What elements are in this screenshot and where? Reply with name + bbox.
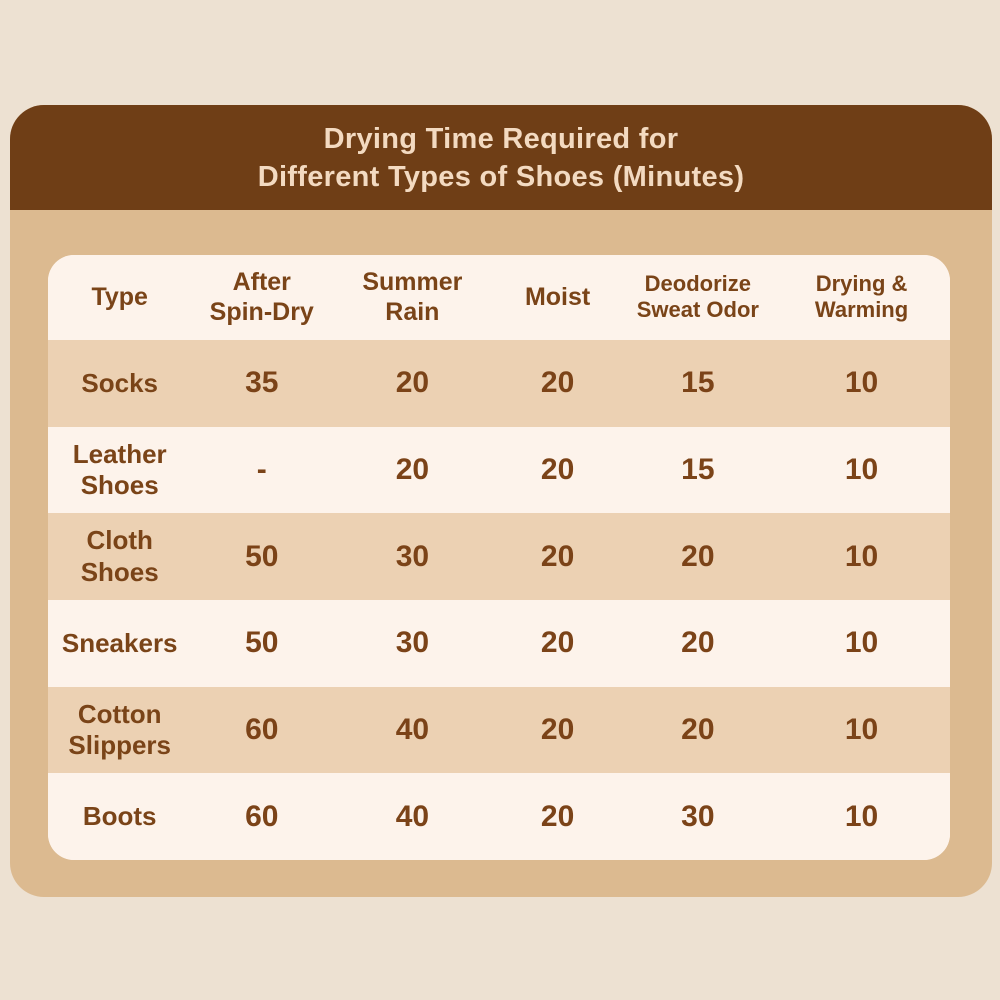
- row-label: Cotton Slippers: [68, 698, 171, 760]
- column-header-after-spin-dry: After Spin-Dry: [209, 268, 314, 327]
- cell-value: 10: [844, 713, 879, 746]
- cell-value: 20: [395, 452, 430, 486]
- cell-value: 50: [245, 626, 279, 660]
- cell-value: 20: [540, 366, 575, 400]
- cell-value: 20: [681, 713, 715, 746]
- table-row-socks: Socks 35 20 20 15 10: [48, 339, 950, 427]
- cell-value: 20: [540, 452, 575, 486]
- card-header: Drying Time Required for Different Types…: [10, 105, 992, 210]
- cell-value: 15: [681, 452, 715, 486]
- table-row-cotton-slippers: Cotton Slippers 60 40 20 20 10: [48, 686, 950, 774]
- cell-value: 15: [681, 366, 715, 400]
- cell-value: 20: [540, 626, 575, 660]
- cell-value: 40: [395, 713, 430, 746]
- column-header-deodorize-sweat-odor: Deodorize Sweat Odor: [636, 271, 759, 323]
- cell-value: 40: [395, 799, 430, 833]
- table-row-cloth-shoes: Cloth Shoes 50 30 20 20 10: [48, 513, 950, 600]
- row-label: Socks: [81, 367, 158, 398]
- cell-value: 30: [681, 799, 715, 833]
- column-header-type: Type: [91, 283, 148, 312]
- row-label: Leather Shoes: [72, 438, 167, 500]
- cell-value: 60: [245, 713, 279, 746]
- cell-value: 10: [844, 539, 879, 573]
- cell-value: 50: [245, 539, 279, 573]
- cell-value: 20: [681, 539, 715, 573]
- table-row-leather-shoes: Leather Shoes - 20 20 15 10: [48, 426, 950, 514]
- drying-time-table: Type After Spin-Dry Summer Rain Moist De…: [48, 255, 950, 860]
- cell-value: 10: [844, 799, 879, 833]
- row-label: Sneakers: [61, 627, 178, 658]
- page-title: Drying Time Required for Different Types…: [257, 122, 745, 193]
- cell-value: 20: [395, 366, 430, 400]
- cell-value: 20: [681, 626, 715, 660]
- cell-value: 30: [395, 626, 430, 660]
- cell-value: 10: [844, 452, 879, 486]
- column-header-summer-rain: Summer Rain: [362, 268, 463, 327]
- cell-value: 10: [844, 366, 879, 400]
- table-header-row: Type After Spin-Dry Summer Rain Moist De…: [48, 255, 950, 340]
- row-label: Cloth Shoes: [80, 525, 159, 587]
- cell-value: 20: [540, 539, 575, 573]
- cell-value: -: [256, 452, 267, 486]
- cell-value: 20: [540, 713, 575, 746]
- cell-value: 10: [844, 626, 879, 660]
- cell-value: 20: [540, 799, 575, 833]
- column-header-drying-warming: Drying & Warming: [814, 271, 909, 323]
- cell-value: 60: [245, 799, 279, 833]
- table-row-boots: Boots 60 40 20 30 10: [48, 773, 950, 860]
- drying-time-card: Drying Time Required for Different Types…: [10, 105, 992, 897]
- table-row-sneakers: Sneakers 50 30 20 20 10: [48, 600, 950, 687]
- cell-value: 30: [395, 539, 430, 573]
- column-header-moist: Moist: [524, 283, 591, 312]
- row-label: Boots: [82, 801, 157, 832]
- cell-value: 35: [245, 366, 279, 400]
